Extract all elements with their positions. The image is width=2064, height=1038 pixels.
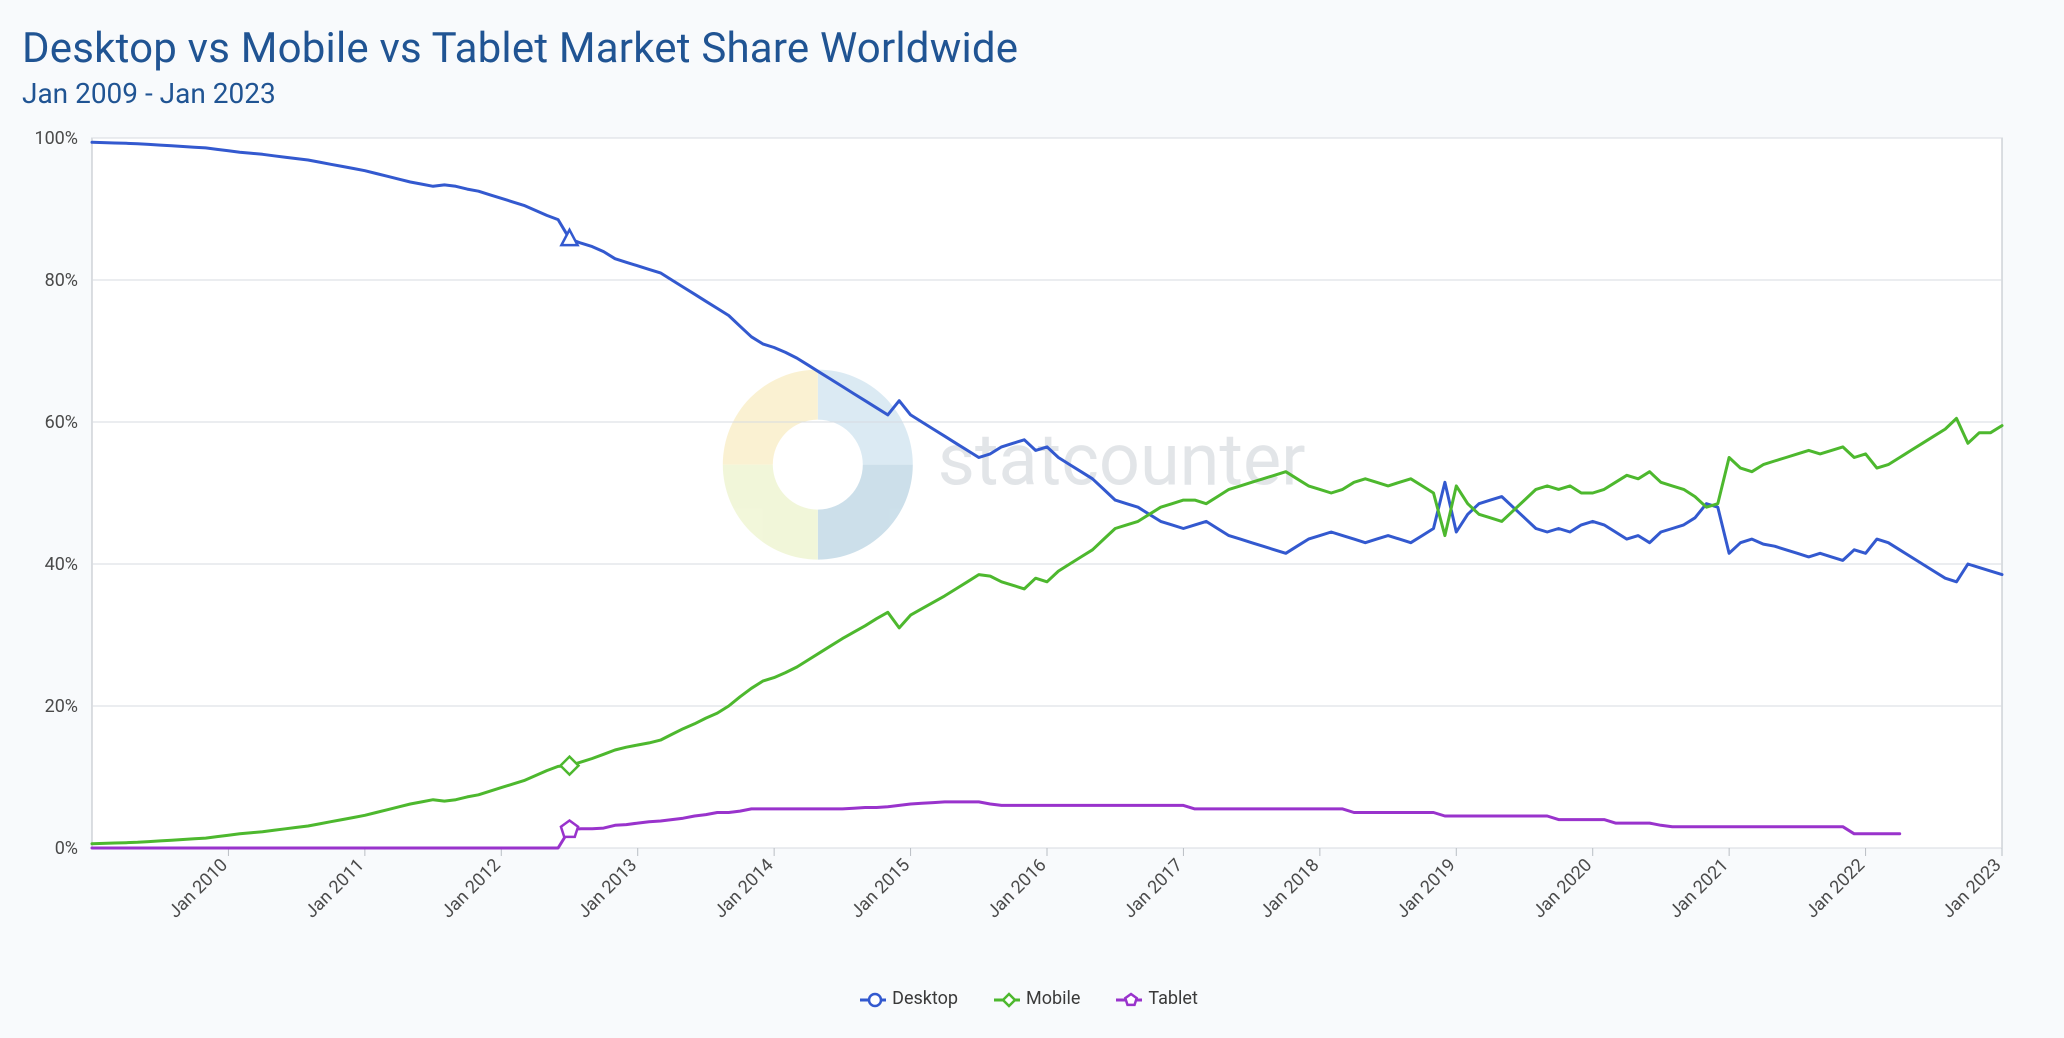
x-axis-label: Jan 2016 [983, 855, 1051, 923]
legend-label: Tablet [1148, 988, 1197, 1009]
x-axis-label: Jan 2014 [710, 855, 778, 923]
chart-legend: Desktop Mobile Tablet [22, 988, 2036, 1013]
x-axis-label: Jan 2013 [574, 855, 642, 923]
x-axis-label: Jan 2015 [847, 855, 915, 923]
x-axis-label: Jan 2018 [1256, 855, 1324, 923]
x-axis-label: Jan 2021 [1665, 855, 1733, 923]
chart-title: Desktop vs Mobile vs Tablet Market Share… [22, 24, 2036, 73]
legend-item-mobile[interactable]: Mobile [994, 988, 1080, 1009]
y-axis-label: 20% [45, 696, 78, 717]
x-axis-label: Jan 2011 [301, 855, 369, 923]
y-axis-label: 80% [45, 270, 78, 291]
x-axis-label: Jan 2022 [1802, 855, 1870, 923]
y-axis-label: 40% [45, 554, 78, 575]
x-axis-label: Jan 2017 [1119, 855, 1187, 923]
x-axis-label: Jan 2019 [1392, 855, 1460, 923]
y-axis-label: 0% [55, 838, 78, 859]
legend-label: Mobile [1026, 988, 1080, 1009]
x-axis-label: Jan 2010 [164, 855, 232, 923]
x-axis-label: Jan 2023 [1938, 855, 2006, 923]
legend-item-desktop[interactable]: Desktop [860, 988, 958, 1009]
legend-label: Desktop [892, 988, 958, 1009]
x-axis-label: Jan 2012 [437, 855, 505, 923]
svg-text:statcounter: statcounter [938, 418, 1306, 503]
x-axis-label: Jan 2020 [1529, 855, 1597, 923]
chart-subtitle: Jan 2009 - Jan 2023 [22, 77, 2036, 110]
line-chart: statcounter 0% 20% 40% 60% 80% 100% Jan 2010 Jan… [22, 128, 2022, 978]
chart-container: statcounter 0% 20% 40% 60% 80% 100% Jan 2010 Jan… [22, 128, 2036, 982]
y-axis-label: 60% [45, 412, 78, 433]
legend-item-tablet[interactable]: Tablet [1116, 988, 1197, 1009]
y-axis-label: 100% [34, 128, 78, 149]
